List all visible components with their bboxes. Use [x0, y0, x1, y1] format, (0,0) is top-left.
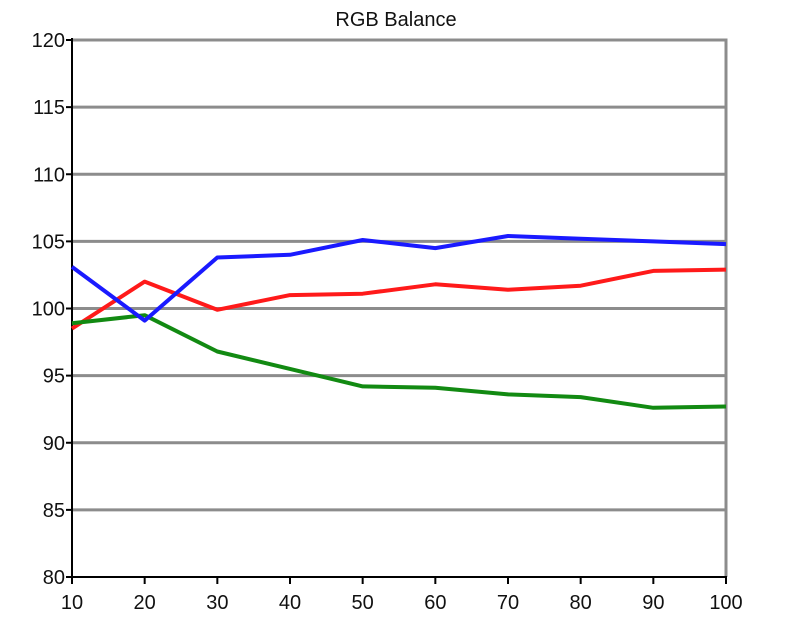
y-tick-label-90: 90: [43, 433, 65, 455]
y-tick-label-115: 115: [33, 97, 65, 119]
x-tick-label-90: 90: [642, 592, 664, 614]
y-tick-label-80: 80: [43, 567, 65, 589]
x-tick-label-10: 10: [61, 592, 83, 614]
tick-labels: 80 85 90 95 100 105 110 115 120 10 20 30 40 50 60 70 80 9…: [32, 30, 743, 614]
x-tick-label-100: 100: [709, 592, 742, 614]
chart-title: RGB Balance: [335, 9, 457, 31]
series-lines: [70, 234, 727, 410]
series-line-blue: [70, 234, 727, 323]
grid-lines: [72, 38, 726, 512]
x-tick-label-50: 50: [352, 592, 374, 614]
y-tick-label-85: 85: [43, 500, 65, 522]
x-tick-label-30: 30: [206, 592, 228, 614]
y-tick-label-100: 100: [32, 299, 65, 321]
x-tick-label-20: 20: [134, 592, 156, 614]
y-tick-label-105: 105: [32, 231, 65, 253]
series-line-green: [71, 313, 727, 410]
x-tick-label-70: 70: [497, 592, 519, 614]
series-line-red: [70, 267, 727, 331]
y-tick-label-120: 120: [32, 30, 65, 52]
y-tick-label-95: 95: [43, 366, 65, 388]
x-tick-label-40: 40: [279, 592, 301, 614]
x-tick-label-60: 60: [424, 592, 446, 614]
y-tick-label-110: 110: [33, 164, 65, 186]
x-tick-label-80: 80: [570, 592, 592, 614]
axes: [66, 38, 728, 584]
